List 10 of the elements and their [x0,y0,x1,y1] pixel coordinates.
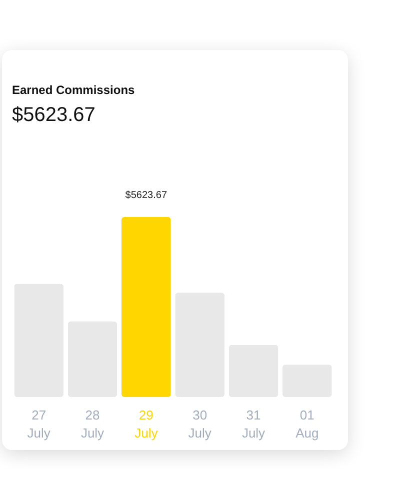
x-tick-label: 30 July [188,408,212,440]
x-tick-label: 28 July [80,408,105,440]
x-tick-label: 27 July [27,408,51,440]
x-tick-label: 29 July [134,408,158,440]
x-tick-label: 01 Aug [296,408,319,440]
x-tick-label: 31 July [242,408,266,440]
chart-subtitle: $5623.67 [12,104,96,126]
bar [121,217,171,397]
data-label: $5623.67 [125,190,168,201]
chart-title: Earned Commissions [12,83,136,97]
